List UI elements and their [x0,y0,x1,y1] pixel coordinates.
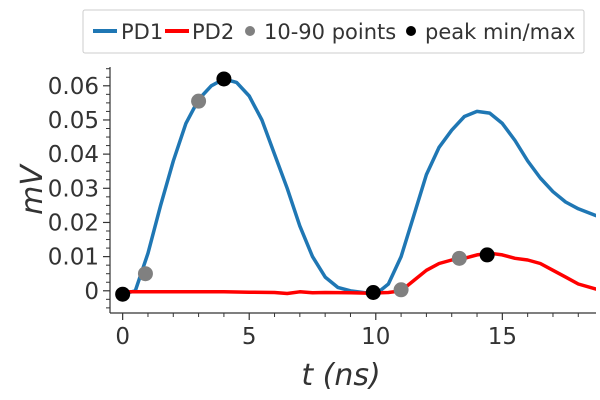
y-tick-label: 0.02 [48,210,99,236]
peak-marker [115,286,131,302]
x-tick-label: 15 [488,324,517,350]
legend-label: PD2 [192,20,234,44]
legend-marker-swatch [245,26,255,36]
legend-label: 10-90 points [264,20,396,44]
legend-box [82,9,585,54]
y-axis-label: mV [15,163,50,215]
y-axis-ticks: 0 0.01 0.02 0.03 0.04 0.05 0.06 [48,68,110,309]
y-tick-label: 0 [84,279,99,305]
peak-marker [365,285,381,300]
ten-ninety-marker [451,250,467,266]
y-tick-label: 0.03 [48,176,99,202]
peak-marker [216,71,232,87]
legend: PD1 PD2 10-90 points peak min/max [82,9,585,54]
ten-ninety-marker [393,282,409,298]
y-tick-label: 0.06 [48,74,99,100]
ten-ninety-marker [191,93,207,109]
ten-ninety-marker [137,266,153,282]
marker-layer [115,71,495,302]
legend-label: PD1 [121,20,163,44]
series-line-pd2 [120,251,596,296]
peak-marker [479,247,495,263]
y-tick-label: 0.01 [48,245,99,271]
y-tick-label: 0.04 [48,142,99,168]
y-tick-label: 0.05 [48,108,99,134]
x-tick-label: 5 [242,324,257,350]
plot-area: 0 0.01 0.02 0.03 0.04 0.05 0.06 0 5 10 15 [48,67,596,350]
x-axis-label: t (ns) [301,358,380,393]
series-line-pd1 [120,77,596,296]
x-axis-ticks: 0 5 10 15 [115,313,579,350]
series-layer [120,77,596,296]
legend-label: peak min/max [425,20,575,44]
x-tick-label: 0 [115,324,130,350]
x-tick-label: 10 [361,324,390,350]
legend-marker-swatch [406,26,416,36]
